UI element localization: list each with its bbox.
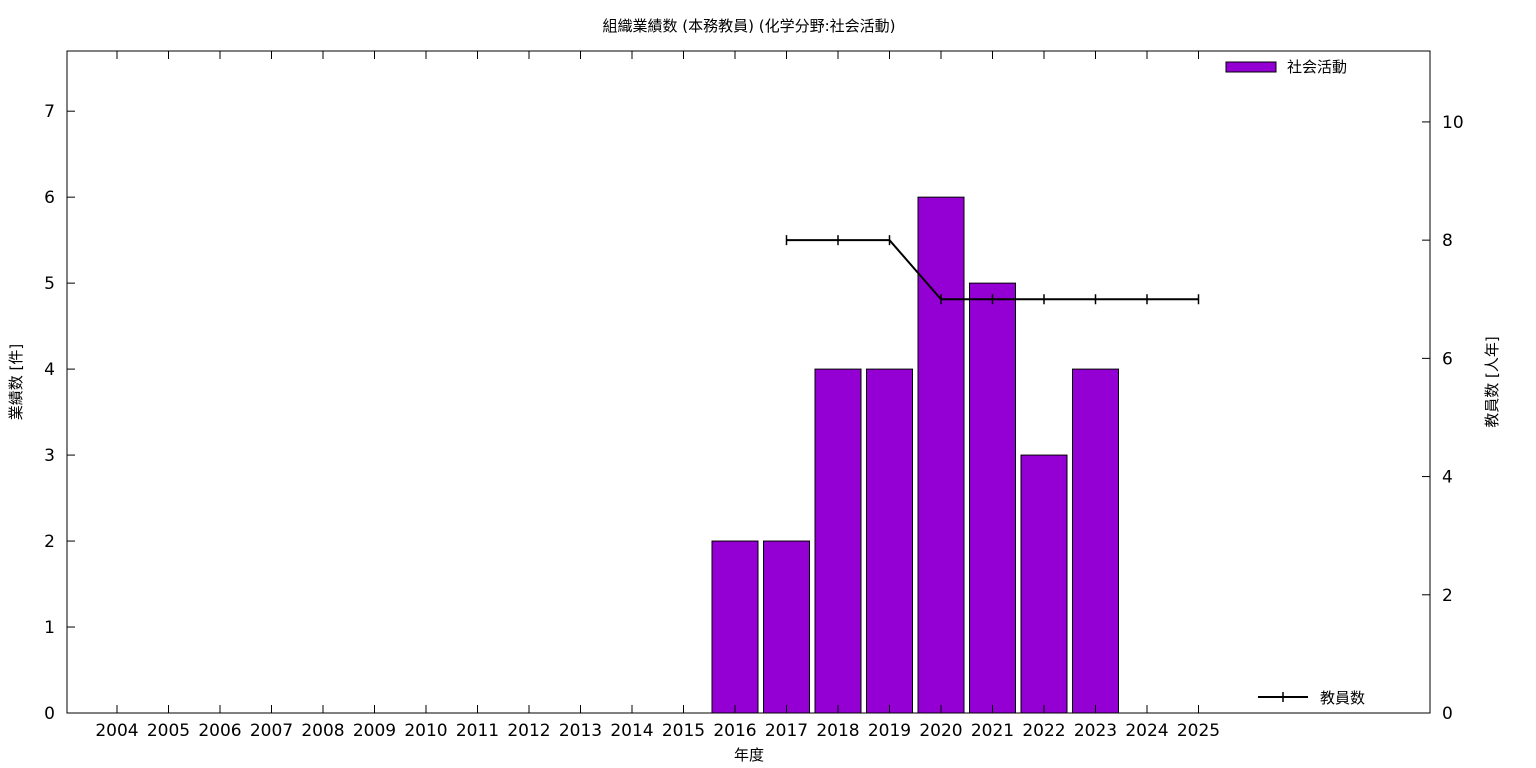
y-tick-label-5: 5 bbox=[44, 274, 55, 294]
legend-bar: 社会活動 bbox=[1225, 58, 1347, 76]
x-tick-label-2015: 2015 bbox=[662, 721, 705, 741]
line-series bbox=[785, 235, 1200, 305]
x-tick-label-2019: 2019 bbox=[868, 721, 911, 741]
y2-tick-label-4: 4 bbox=[1442, 468, 1453, 488]
x-tick-label-2010: 2010 bbox=[404, 721, 447, 741]
y-tick-label-2: 2 bbox=[44, 532, 55, 552]
x-tick-label-2018: 2018 bbox=[816, 721, 859, 741]
y2-tick-label-8: 8 bbox=[1442, 231, 1453, 251]
y-tick-label-6: 6 bbox=[44, 188, 55, 208]
y-tick-label-0: 0 bbox=[44, 704, 55, 724]
x-axis: 2004 2005 2006 2007 2008 2009 2010 2011 2012 2013… bbox=[95, 51, 1220, 741]
x-axis-label: 年度 bbox=[734, 746, 764, 764]
x-tick-label-2008: 2008 bbox=[301, 721, 344, 741]
bar-series bbox=[711, 196, 1119, 714]
x-tick-label-2024: 2024 bbox=[1125, 721, 1168, 741]
x-tick-label-2016: 2016 bbox=[713, 721, 756, 741]
x-tick-label-2025: 2025 bbox=[1177, 721, 1220, 741]
x-tick-label-2020: 2020 bbox=[919, 721, 962, 741]
y-tick-label-1: 1 bbox=[44, 618, 55, 638]
y-axis-label: 業績数 [件] bbox=[7, 344, 25, 420]
x-tick-label-2012: 2012 bbox=[507, 721, 550, 741]
legend-line-label: 教員数 bbox=[1320, 689, 1365, 707]
bar-2020 bbox=[917, 196, 965, 714]
bar-2022 bbox=[1020, 454, 1068, 714]
y2-tick-label-2: 2 bbox=[1442, 586, 1453, 606]
legend-bar-swatch bbox=[1225, 61, 1277, 73]
x-tick-label-2014: 2014 bbox=[610, 721, 653, 741]
y-tick-label-3: 3 bbox=[44, 446, 55, 466]
x-tick-label-2013: 2013 bbox=[559, 721, 602, 741]
x-tick-label-2009: 2009 bbox=[353, 721, 396, 741]
legend-bar-label: 社会活動 bbox=[1287, 58, 1347, 76]
x-tick-label-2011: 2011 bbox=[456, 721, 499, 741]
x-tick-label-2023: 2023 bbox=[1074, 721, 1117, 741]
bar-2016 bbox=[711, 540, 759, 714]
legend-line: 教員数 bbox=[1258, 689, 1365, 707]
y-tick-label-7: 7 bbox=[44, 102, 55, 122]
bar-2017 bbox=[763, 540, 810, 714]
bar-2018 bbox=[814, 368, 862, 714]
y-tick-label-4: 4 bbox=[44, 360, 55, 380]
y2-tick-label-0: 0 bbox=[1442, 704, 1453, 724]
y2-tick-label-6: 6 bbox=[1442, 349, 1453, 369]
bar-2021 bbox=[969, 282, 1016, 714]
bar-2019 bbox=[866, 368, 913, 714]
y2-tick-label-10: 10 bbox=[1442, 113, 1464, 133]
chart-title: 組織業績数 (本務教員) (化学分野:社会活動) bbox=[603, 17, 896, 35]
plot-frame bbox=[66, 50, 1431, 714]
x-tick-label-2007: 2007 bbox=[250, 721, 293, 741]
x-tick-label-2006: 2006 bbox=[198, 721, 241, 741]
x-tick-label-2004: 2004 bbox=[95, 721, 138, 741]
x-tick-label-2005: 2005 bbox=[147, 721, 190, 741]
x-tick-label-2021: 2021 bbox=[971, 721, 1014, 741]
bar-2023 bbox=[1072, 368, 1119, 714]
x-tick-label-2017: 2017 bbox=[765, 721, 808, 741]
y-axis-right: 0 2 4 6 8 10 bbox=[1422, 113, 1464, 724]
x-tick-label-2022: 2022 bbox=[1022, 721, 1065, 741]
y-axis-left: 0 1 2 3 4 5 6 7 bbox=[44, 102, 75, 724]
y2-axis-label: 教員数 [人年] bbox=[1483, 336, 1501, 427]
